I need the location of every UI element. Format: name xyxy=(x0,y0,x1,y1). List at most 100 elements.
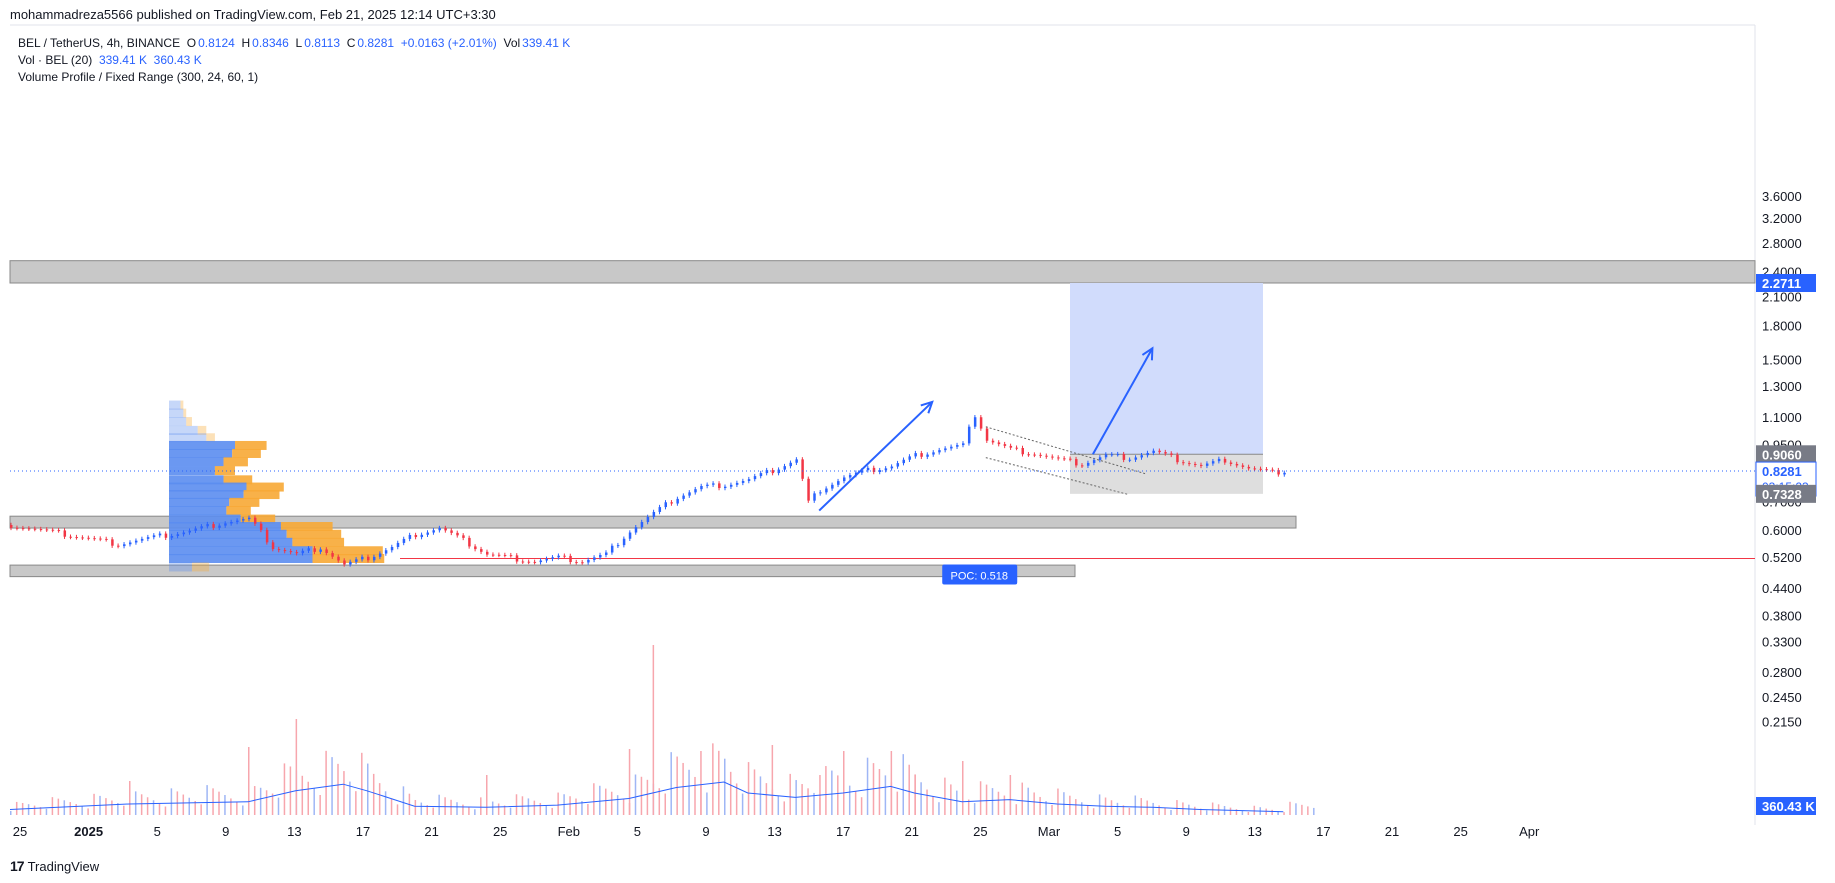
candle-body xyxy=(99,538,102,540)
candle-body xyxy=(837,481,840,485)
candle-body xyxy=(1045,455,1048,457)
volume-bar xyxy=(105,798,107,815)
price-tick-label: 0.2150 xyxy=(1762,714,1802,729)
volume-bar xyxy=(902,754,904,815)
candle-body xyxy=(950,446,953,449)
volume-bar xyxy=(134,791,137,815)
volume-bar xyxy=(521,796,524,815)
candle-body xyxy=(688,492,691,496)
volume-bar xyxy=(747,762,750,815)
volume-bar xyxy=(813,792,815,815)
candle-body xyxy=(521,561,525,563)
volume-bar xyxy=(438,794,440,815)
volume-bar xyxy=(367,763,369,815)
candle-body xyxy=(51,529,55,531)
volume-bar xyxy=(491,801,494,815)
volume-bar xyxy=(497,803,500,815)
volume-spike-bar xyxy=(1009,775,1012,815)
time-tick-label: 2025 xyxy=(74,824,103,839)
volume-bar xyxy=(1039,796,1041,815)
candle-body xyxy=(1140,455,1143,458)
candle-body xyxy=(248,517,251,520)
volume-bar xyxy=(1229,807,1232,815)
candle-body xyxy=(289,551,293,553)
candle-body xyxy=(1265,469,1268,471)
candle-body xyxy=(396,542,400,547)
price-label-text: 2.2711 xyxy=(1762,276,1801,291)
volume-indicator-label[interactable]: Vol · BEL (20) xyxy=(18,53,93,67)
volume-bar xyxy=(926,789,928,815)
volume-bar xyxy=(206,785,208,815)
price-tick-label: 0.3300 xyxy=(1762,635,1802,650)
candle-body xyxy=(1205,463,1209,466)
volume-bar xyxy=(593,783,595,815)
price-tick-label: 3.6000 xyxy=(1762,189,1802,204)
candle-body xyxy=(337,556,340,561)
symbol-label[interactable]: BEL / TetherUS, 4h, BINANCE xyxy=(18,36,181,50)
volume-bar xyxy=(575,798,577,815)
candle-body xyxy=(33,528,37,530)
target-arrow[interactable] xyxy=(1092,347,1154,455)
zone-box[interactable] xyxy=(9,260,1756,284)
candle-body xyxy=(813,493,816,501)
poc-badge-text: POC: 0.518 xyxy=(950,571,1007,583)
candle-body xyxy=(741,481,745,483)
volume-bar xyxy=(140,794,143,815)
volume-bar xyxy=(587,804,589,815)
channel-bottom-line[interactable] xyxy=(985,457,1129,496)
poc-badge[interactable] xyxy=(942,564,1018,585)
candle-body xyxy=(944,448,947,451)
volume-bar xyxy=(735,783,738,815)
volume-bar xyxy=(188,797,190,815)
time-tick-label: 13 xyxy=(1248,824,1262,839)
volume-bar xyxy=(1200,808,1202,815)
candle-body xyxy=(605,552,608,555)
volume-bar xyxy=(69,802,71,815)
volume-ma-line xyxy=(9,781,1284,813)
candle-body xyxy=(908,456,911,460)
volume-bar xyxy=(938,802,940,815)
volume-bar xyxy=(301,775,304,815)
candle-body xyxy=(616,545,620,547)
volume-bar xyxy=(825,766,827,815)
volume-bar xyxy=(158,803,161,815)
volume-bar xyxy=(1235,809,1238,815)
candle-body xyxy=(253,517,257,524)
candle-body xyxy=(224,523,227,526)
price-tick-label: 1.1000 xyxy=(1762,410,1802,425)
volume-bar xyxy=(39,807,42,815)
volume-profile-label[interactable]: Volume Profile / Fixed Range (300, 24, 6… xyxy=(18,70,259,84)
volume-bar xyxy=(1021,782,1023,815)
candle-body xyxy=(973,417,977,427)
volume-bar xyxy=(670,752,672,815)
price-label-badge xyxy=(1756,797,1816,815)
candle-body xyxy=(759,473,763,477)
volume-bar xyxy=(581,801,583,815)
impulse-arrow[interactable] xyxy=(818,401,933,512)
price-tick-label: 2.8000 xyxy=(1762,236,1802,251)
price-label-text: 360.43 K xyxy=(1762,799,1815,814)
volume-bar xyxy=(1081,802,1083,815)
target-zone[interactable] xyxy=(1070,283,1263,455)
candle-body xyxy=(569,555,572,563)
volume-bar xyxy=(123,805,125,815)
candle-body xyxy=(1259,468,1262,470)
candle-body xyxy=(236,520,239,522)
time-tick-label: 5 xyxy=(634,824,641,839)
volume-profile-up-bar xyxy=(169,433,207,443)
volume-bar xyxy=(224,795,226,815)
candle-body xyxy=(539,560,543,563)
candle-body xyxy=(807,478,810,501)
candle-body xyxy=(1039,454,1042,456)
volume-profile-down-bar xyxy=(286,529,342,539)
candle-body xyxy=(349,561,352,565)
candle-body xyxy=(634,527,638,533)
candle-body xyxy=(1033,454,1036,456)
price-label-badge xyxy=(1756,484,1816,503)
candle-body xyxy=(277,549,281,551)
candle-body xyxy=(610,545,614,553)
candle-body xyxy=(432,530,435,533)
zone-box[interactable] xyxy=(9,564,1076,578)
volume-bar xyxy=(480,797,482,815)
